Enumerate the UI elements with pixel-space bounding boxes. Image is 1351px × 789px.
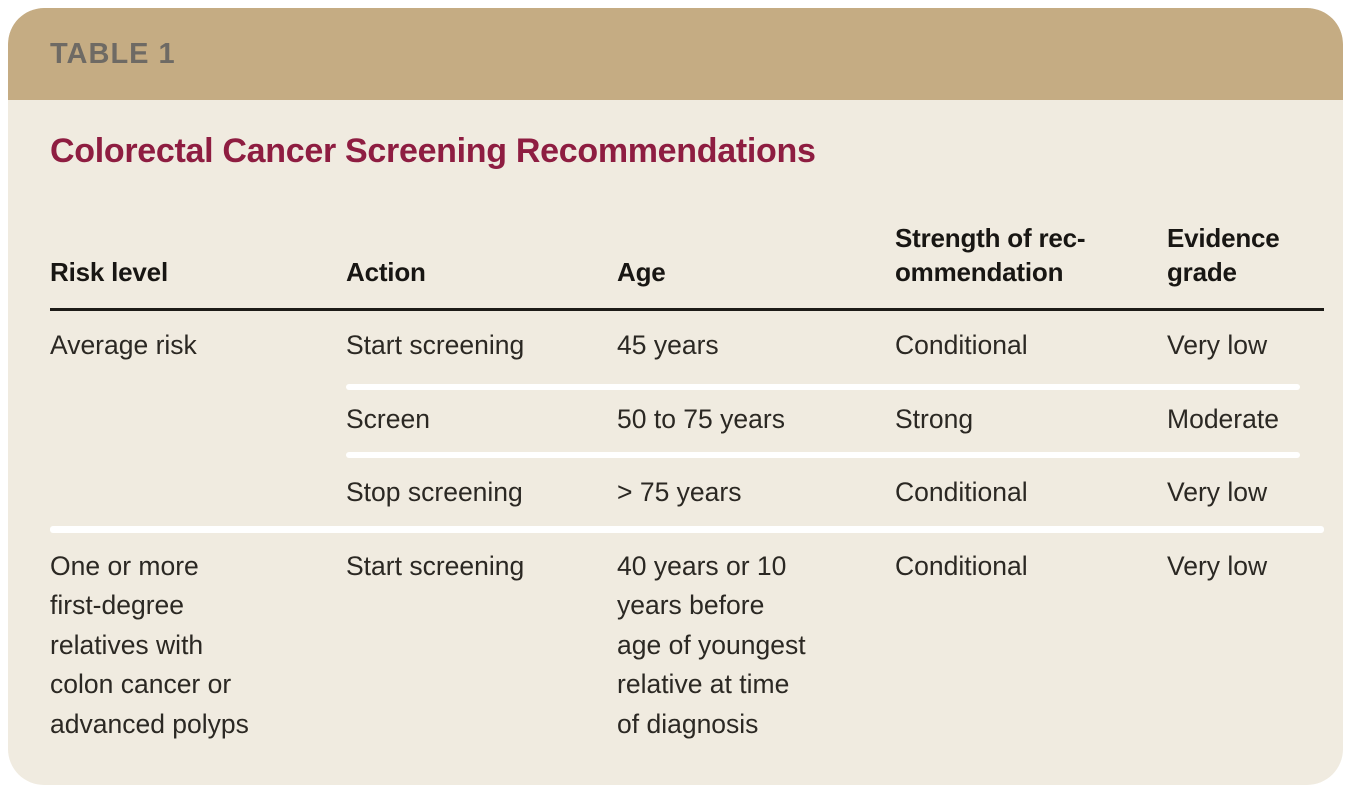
column-header-strength: Strength of rec- ommendation xyxy=(895,223,1086,287)
screening-table: Risk level Action Age Strength of rec- o… xyxy=(50,221,1324,744)
cell-evidence: Moderate xyxy=(1167,403,1279,434)
cell-action: Start screening xyxy=(346,550,525,581)
table-header-bar: TABLE 1 xyxy=(8,8,1343,100)
table-row-average-risk-stop: Stop screening > 75 years Conditional Ve… xyxy=(50,458,1324,526)
column-header-action: Action xyxy=(346,257,426,287)
table-card: TABLE 1 Colorectal Cancer Screening Reco… xyxy=(8,8,1343,785)
group-separator xyxy=(50,525,1324,533)
row-separator xyxy=(346,383,1300,390)
cell-age: 45 years xyxy=(617,330,719,360)
cell-action: Stop screening xyxy=(346,477,523,507)
cell-risk-level: Average risk xyxy=(50,330,197,360)
cell-strength: Conditional xyxy=(895,477,1028,507)
column-header-age: Age xyxy=(617,257,666,287)
cell-strength: Conditional xyxy=(895,330,1028,360)
cell-action: Start screening xyxy=(346,330,525,360)
cell-risk-level: One or more first-degree relatives with … xyxy=(50,550,249,739)
table-title: Colorectal Cancer Screening Recommendati… xyxy=(50,132,816,170)
table-header-row: Risk level Action Age Strength of rec- o… xyxy=(50,221,1324,311)
row-separator xyxy=(346,452,1300,458)
table-row-average-risk-screen: Screen 50 to 75 years Strong Moderate xyxy=(50,390,1324,453)
table-label: TABLE 1 xyxy=(50,37,176,70)
cell-risk-level xyxy=(50,400,346,440)
cell-evidence: Very low xyxy=(1167,550,1268,581)
cell-strength: Strong xyxy=(895,403,974,434)
column-header-evidence: Evidence grade xyxy=(1167,223,1280,287)
table-row-average-risk-start: Average risk Start screening 45 years Co… xyxy=(50,311,1324,384)
cell-evidence: Very low xyxy=(1167,477,1268,507)
cell-risk-level xyxy=(50,473,346,513)
cell-strength: Conditional xyxy=(895,550,1028,581)
cell-evidence: Very low xyxy=(1167,330,1268,360)
cell-action: Screen xyxy=(346,403,430,434)
cell-age: 50 to 75 years xyxy=(617,403,785,434)
cell-age: > 75 years xyxy=(617,477,742,507)
cell-age: 40 years or 10 years before age of young… xyxy=(617,550,806,739)
column-header-risk-level: Risk level xyxy=(50,257,168,287)
table-row-first-degree-relatives: One or more first-degree relatives with … xyxy=(50,533,1324,745)
